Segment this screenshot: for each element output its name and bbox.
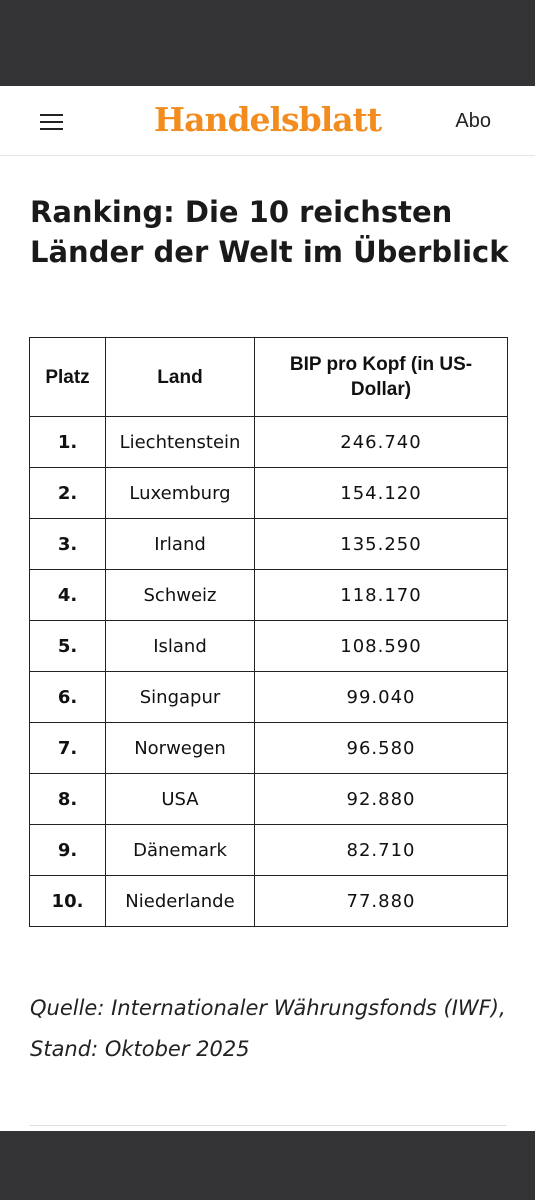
abo-link[interactable]: Abo [455,110,491,132]
country-cell: Singapur [105,671,255,723]
header-platz: Platz [29,337,106,417]
header-bip-text: BIP pro Kopf (in US-Dollar) [289,354,473,400]
header-bip: BIP pro Kopf (in US-Dollar) [254,337,508,417]
gdp-cell: 96.580 [254,722,508,774]
gdp-cell: 99.040 [254,671,508,723]
rank-cell: 7. [29,722,106,774]
gdp-cell: 154.120 [254,467,508,519]
rank-cell: 10. [29,875,106,927]
table-row: 9. Dänemark 82.710 [29,824,508,876]
rank-cell: 4. [29,569,106,621]
country-cell: Island [105,620,255,672]
country-cell: Schweiz [105,569,255,621]
table-row: 1. Liechtenstein 246.740 [29,416,508,468]
rank-cell: 2. [29,467,106,519]
hamburger-menu-icon[interactable] [36,106,68,136]
system-status-bar [0,0,535,86]
country-cell: USA [105,773,255,825]
source-note: Quelle: Internationaler Währungsfonds (I… [30,996,506,1061]
country-cell: Liechtenstein [105,416,255,468]
table-row: 2. Luxemburg 154.120 [29,467,508,519]
gdp-cell: 82.710 [254,824,508,876]
table-row: 7. Norwegen 96.580 [29,722,508,774]
gdp-cell: 77.880 [254,875,508,927]
system-navigation-bar [0,1131,535,1200]
table-row: 4. Schweiz 118.170 [29,569,508,621]
rank-cell: 5. [29,620,106,672]
country-cell: Irland [105,518,255,570]
gdp-cell: 135.250 [254,518,508,570]
country-cell: Luxemburg [105,467,255,519]
header-land: Land [105,337,255,417]
content-divider [29,1125,507,1126]
country-cell: Norwegen [105,722,255,774]
rank-cell: 3. [29,518,106,570]
rank-cell: 1. [29,416,106,468]
gdp-cell: 92.880 [254,773,508,825]
table-row: 8. USA 92.880 [29,773,508,825]
table-row: 6. Singapur 99.040 [29,671,508,723]
country-cell: Niederlande [105,875,255,927]
table-row: 10. Niederlande 77.880 [29,875,508,927]
table-row: 3. Irland 135.250 [29,518,508,570]
rank-cell: 9. [29,824,106,876]
rank-cell: 6. [29,671,106,723]
table-row: 5. Island 108.590 [29,620,508,672]
article-title: Ranking: Die 10 reichsten Länder der Wel… [30,195,509,269]
gdp-cell: 118.170 [254,569,508,621]
table-header-row: Platz Land BIP pro Kopf (in US-Dollar) [29,337,508,417]
site-header: Handelsblatt Abo [0,86,535,156]
rank-cell: 8. [29,773,106,825]
country-cell: Dänemark [105,824,255,876]
gdp-cell: 246.740 [254,416,508,468]
ranking-table: Platz Land BIP pro Kopf (in US-Dollar) 1… [29,337,508,927]
gdp-cell: 108.590 [254,620,508,672]
